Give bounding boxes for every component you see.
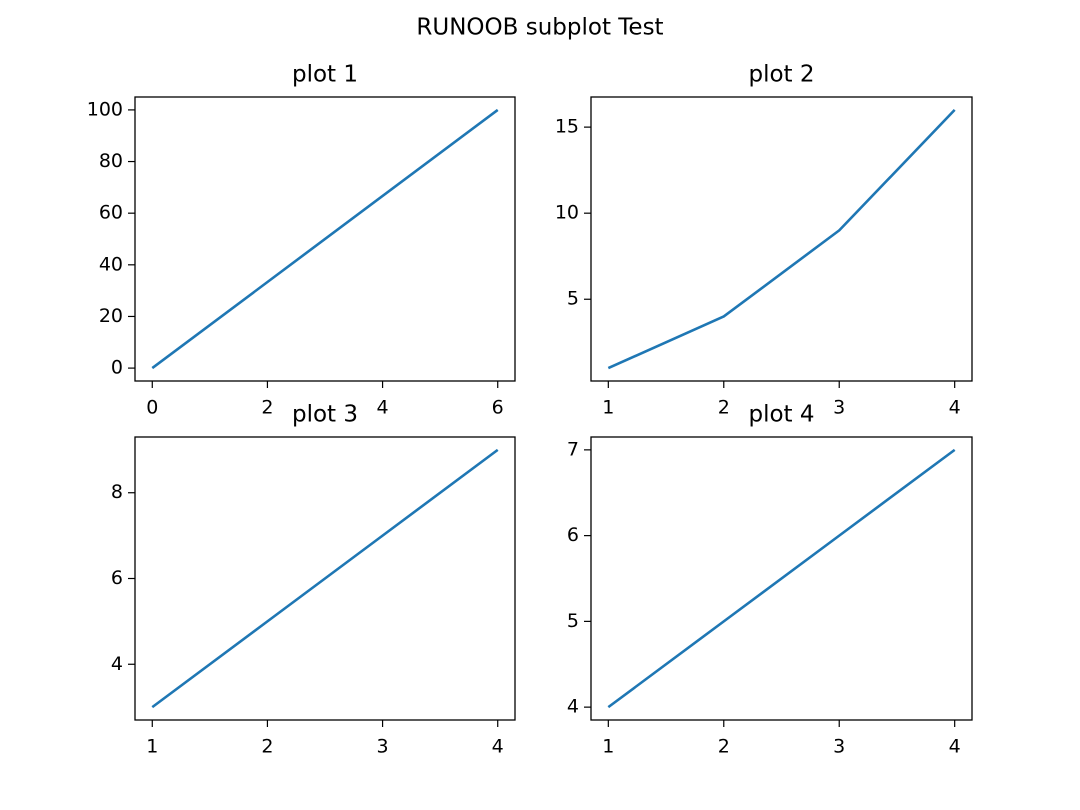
y-tick-label: 15 (555, 116, 579, 138)
x-tick-label: 1 (146, 736, 158, 758)
axes-frame (134, 96, 516, 382)
figure-title: RUNOOB subplot Test (416, 15, 663, 41)
x-tick-label: 3 (833, 736, 845, 758)
y-tick-label: 4 (111, 653, 123, 675)
x-tick-label: 4 (949, 397, 961, 419)
x-tick-label: 0 (146, 397, 158, 419)
y-tick-label: 5 (567, 610, 579, 632)
axes-frame (590, 96, 973, 382)
axes-title: plot 4 (748, 402, 814, 428)
x-tick-label: 2 (718, 736, 730, 758)
x-tick-label: 1 (602, 397, 614, 419)
x-tick-label: 3 (833, 397, 845, 419)
x-tick-label: 2 (261, 397, 273, 419)
axes-title: plot 3 (292, 402, 358, 428)
y-tick-label: 6 (111, 567, 123, 589)
x-tick-label: 3 (377, 736, 389, 758)
y-tick-label: 7 (567, 438, 579, 460)
y-tick-label: 100 (87, 98, 123, 120)
y-tick-label: 80 (99, 150, 123, 172)
x-tick-label: 4 (949, 736, 961, 758)
x-tick-label: 6 (492, 397, 504, 419)
y-tick-label: 60 (99, 202, 123, 224)
y-tick-label: 40 (99, 253, 123, 275)
x-tick-label: 2 (261, 736, 273, 758)
x-tick-label: 4 (492, 736, 504, 758)
axes-frame (134, 436, 516, 721)
line (151, 108, 499, 370)
axes-title: plot 1 (292, 62, 358, 88)
line (607, 448, 956, 709)
y-tick-label: 0 (111, 357, 123, 379)
y-tick-label: 20 (99, 305, 123, 327)
line (607, 109, 956, 370)
y-tick-label: 6 (567, 524, 579, 546)
x-tick-label: 4 (377, 397, 389, 419)
x-tick-label: 1 (602, 736, 614, 758)
y-tick-label: 4 (567, 696, 579, 718)
x-tick-label: 2 (718, 397, 730, 419)
y-tick-label: 8 (111, 481, 123, 503)
y-tick-label: 5 (567, 288, 579, 310)
axes-frame (590, 436, 973, 721)
axes-title: plot 2 (748, 62, 814, 88)
line (151, 448, 499, 709)
y-tick-label: 10 (555, 202, 579, 224)
